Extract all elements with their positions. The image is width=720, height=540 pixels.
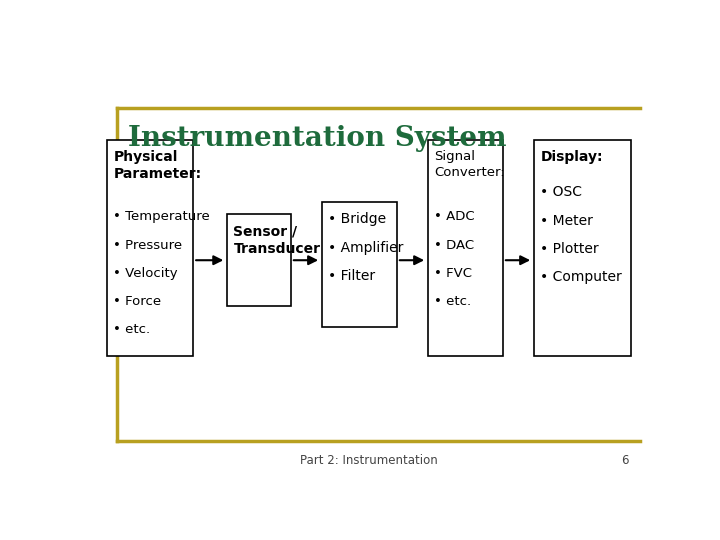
Text: Sensor /
Transducer: Sensor / Transducer xyxy=(233,225,320,255)
Text: • Amplifier: • Amplifier xyxy=(328,241,404,255)
Text: • etc.: • etc. xyxy=(434,295,472,308)
Text: Part 2: Instrumentation: Part 2: Instrumentation xyxy=(300,454,438,467)
Text: • DAC: • DAC xyxy=(434,239,474,252)
Bar xyxy=(322,202,397,327)
Text: • Force: • Force xyxy=(114,295,161,308)
Text: • Filter: • Filter xyxy=(328,269,375,283)
Text: Signal
Converter:: Signal Converter: xyxy=(434,150,505,179)
Bar xyxy=(428,140,503,356)
Text: Instrumentation System: Instrumentation System xyxy=(128,125,506,152)
Text: • Meter: • Meter xyxy=(540,214,593,228)
Text: • Pressure: • Pressure xyxy=(114,239,183,252)
Text: • Plotter: • Plotter xyxy=(540,242,599,256)
Text: Physical
Parameter:: Physical Parameter: xyxy=(114,150,202,181)
Bar xyxy=(107,140,193,356)
Text: • ADC: • ADC xyxy=(434,210,475,224)
Text: • Velocity: • Velocity xyxy=(114,267,178,280)
Text: • Bridge: • Bridge xyxy=(328,212,387,226)
Text: • Computer: • Computer xyxy=(540,270,622,284)
Text: • FVC: • FVC xyxy=(434,267,472,280)
Text: • OSC: • OSC xyxy=(540,185,582,199)
Text: • etc.: • etc. xyxy=(114,323,150,336)
Bar xyxy=(534,140,631,356)
Text: • Temperature: • Temperature xyxy=(114,210,210,224)
Text: 6: 6 xyxy=(621,454,629,467)
Text: Display:: Display: xyxy=(540,150,603,164)
Bar xyxy=(227,214,291,306)
